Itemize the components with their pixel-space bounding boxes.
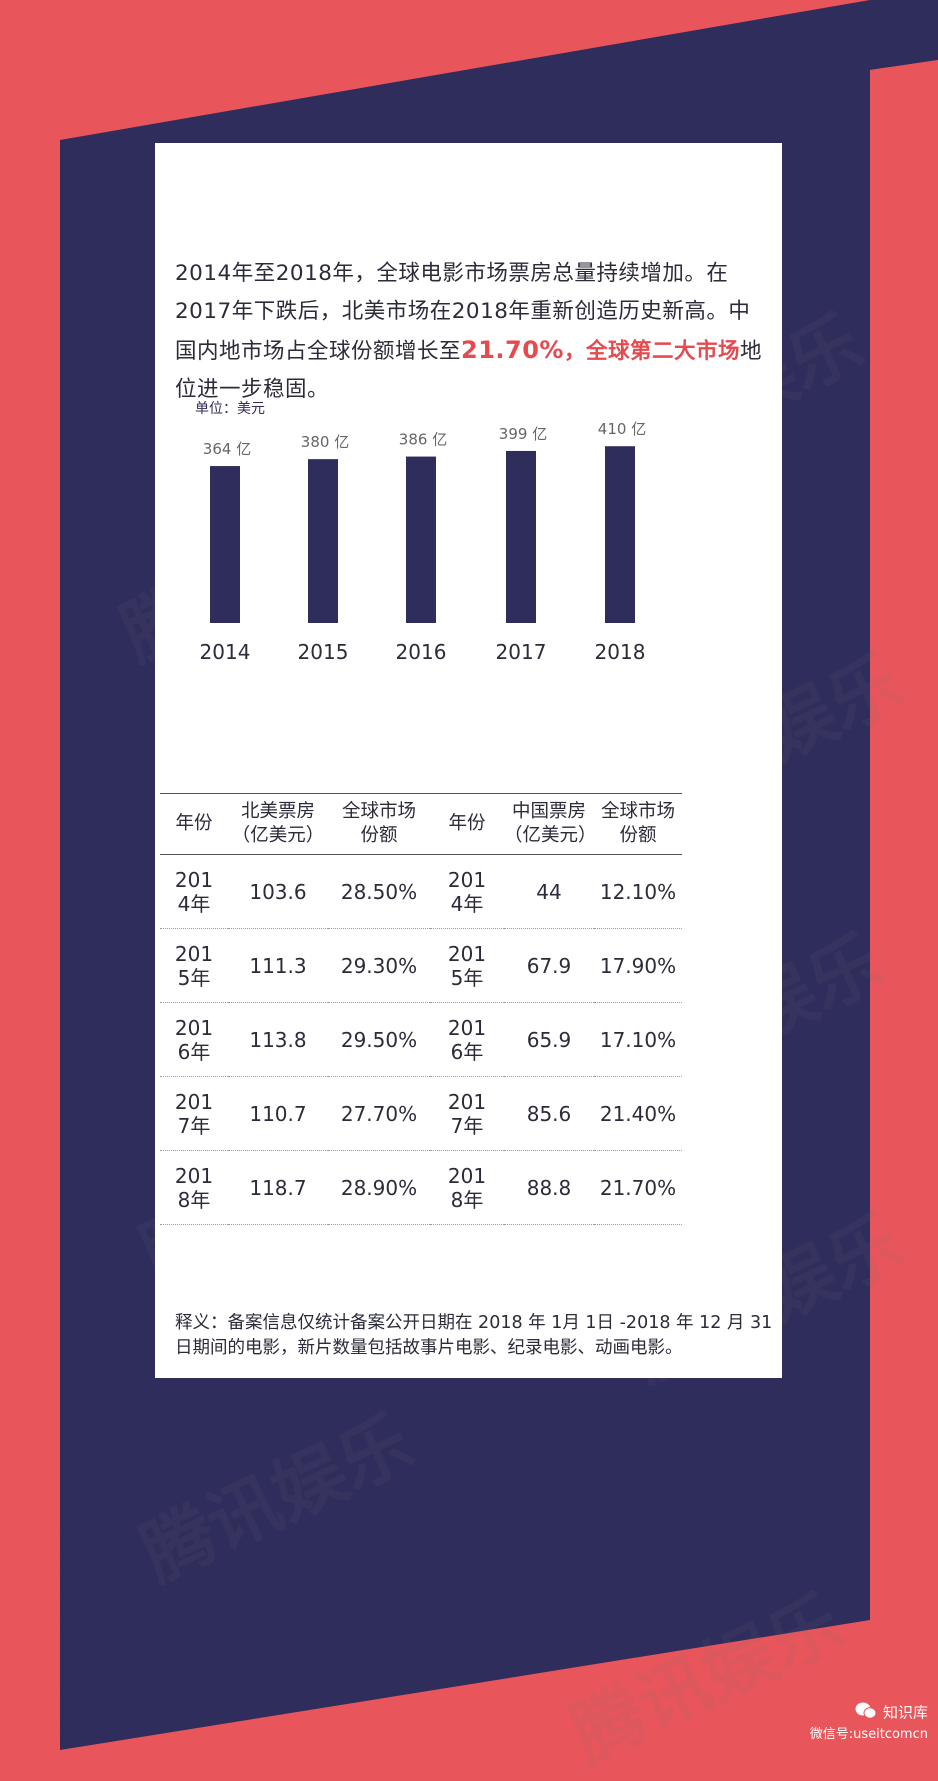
brand-name: 知识库 [882,1703,928,1722]
cell-year: 2014年 [430,854,504,929]
intro-highlight-percent: 21.70% [461,336,564,364]
bar-2018 [605,446,635,623]
bar-2017 [506,450,536,623]
table-row: 2016年 65.9 17.10% [430,1002,682,1077]
cell-box-office: 88.8 [504,1150,594,1225]
bar-value-label: 399 亿 [499,425,547,443]
header-global-share: 全球市场份额 [328,793,430,855]
header-north-america-box-office: 北美票房（亿美元） [228,793,328,855]
cell-year: 2014年 [160,854,228,929]
year-text: 2015年 [447,941,487,990]
unit-label: 单位：美元 [195,401,265,417]
bar-value-label: 364 亿 [203,440,251,458]
year-text: 2017年 [174,1089,214,1138]
table-row: 2014年 103.6 28.50% [160,854,430,929]
cell-box-office: 113.8 [228,1002,328,1077]
intro-comma: ， [563,339,586,364]
year-text: 2018年 [174,1163,214,1212]
content-card: 2014年至2018年，全球电影市场票房总量持续增加。在2017年下跌后，北美市… [155,143,782,1378]
table-row: 2017年 110.7 27.70% [160,1076,430,1151]
x-tick-label: 2014 [200,640,251,664]
cell-box-office: 44 [504,854,594,929]
year-text: 2014年 [174,867,214,916]
cell-box-office: 65.9 [504,1002,594,1077]
x-tick-label: 2015 [298,640,349,664]
north-america-table: 年份 北美票房（亿美元） 全球市场份额 2014年 103.6 28.50% 2015… [160,793,430,1225]
cell-share: 29.30% [328,928,430,1003]
intro-part2: 地位进一步稳固。 [175,339,763,402]
table-row: 2015年 67.9 17.90% [430,928,682,1003]
table-row: 2015年 111.3 29.30% [160,928,430,1003]
brand-footer: 知识库 微信号:useitcomcn [810,1702,928,1744]
x-tick-label: 2017 [496,640,547,664]
cell-share: 27.70% [328,1076,430,1151]
year-text: 2015年 [174,941,214,990]
year-text: 2016年 [174,1015,214,1064]
cell-share: 12.10% [594,854,682,929]
table-row: 2018年 88.8 21.70% [430,1150,682,1225]
x-tick-label: 2018 [595,640,646,664]
footnote: 释义：备案信息仅统计备案公开日期在 2018 年 1月 1日 -2018 年 1… [175,1313,773,1358]
intro-part1: 2014年至2018年，全球电影市场票房总量持续增加。在2017年下跌后，北美市… [175,261,751,364]
intro-text: 2014年至2018年，全球电影市场票房总量持续增加。在2017年下跌后，北美市… [175,255,765,409]
header-global-share: 全球市场份额 [594,793,682,855]
bar-value-label: 386 亿 [399,431,447,449]
cell-box-office: 118.7 [228,1150,328,1225]
cell-year: 2016年 [160,1002,228,1077]
bar-2015 [308,459,338,623]
header-china-box-office: 中国票房（亿美元） [504,793,597,855]
cell-year: 2015年 [160,928,228,1003]
cell-year: 2018年 [160,1150,228,1225]
cell-year: 2018年 [430,1150,504,1225]
header-year: 年份 [160,793,228,855]
cell-year: 2017年 [160,1076,228,1151]
wechat-icon [855,1702,877,1726]
cell-share: 29.50% [328,1002,430,1077]
bar-value-label: 410 亿 [598,420,646,438]
cell-box-office: 85.6 [504,1076,594,1151]
cell-box-office: 110.7 [228,1076,328,1151]
bar-value-label: 380 亿 [301,433,349,451]
table-row: 2016年 113.8 29.50% [160,1002,430,1077]
brand-account: 微信号:useitcomcn [809,1727,928,1742]
cell-share: 17.90% [594,928,682,1003]
year-text: 2017年 [447,1089,487,1138]
table-row: 2014年 44 12.10% [430,854,682,929]
cell-share: 21.70% [594,1150,682,1225]
year-text: 2014年 [447,867,487,916]
header-text: 全球市场份额 [600,801,675,846]
cell-share: 28.50% [328,854,430,929]
cell-year: 2015年 [430,928,504,1003]
cell-share: 17.10% [594,1002,682,1077]
cell-year: 2016年 [430,1002,504,1077]
header-text: 全球市场份额 [341,801,416,846]
box-office-bar-chart: 单位：美元 364 亿 2014 380 亿 2015 386 亿 2016 399 亿 201… [195,401,646,664]
bar-2014 [210,466,240,623]
table-row: 2017年 85.6 21.40% [430,1076,682,1151]
cell-share: 28.90% [328,1150,430,1225]
cell-share: 21.40% [594,1076,682,1151]
x-tick-label: 2016 [396,640,447,664]
header-text: 北美票房（亿美元） [231,801,325,846]
cell-year: 2017年 [430,1076,504,1151]
year-text: 2016年 [447,1015,487,1064]
header-year: 年份 [430,793,504,855]
table-row: 2018年 118.7 28.90% [160,1150,430,1225]
cell-box-office: 103.6 [228,854,328,929]
header-text: 中国票房（亿美元） [504,801,597,846]
china-table: 年份 中国票房（亿美元） 全球市场份额 2014年 44 12.10% 2015年 67… [430,793,682,1225]
bar-2016 [406,456,436,623]
year-text: 2018年 [447,1163,487,1212]
intro-highlight-text: 全球第二大市场 [586,339,741,364]
cell-box-office: 67.9 [504,928,594,1003]
cell-box-office: 111.3 [228,928,328,1003]
